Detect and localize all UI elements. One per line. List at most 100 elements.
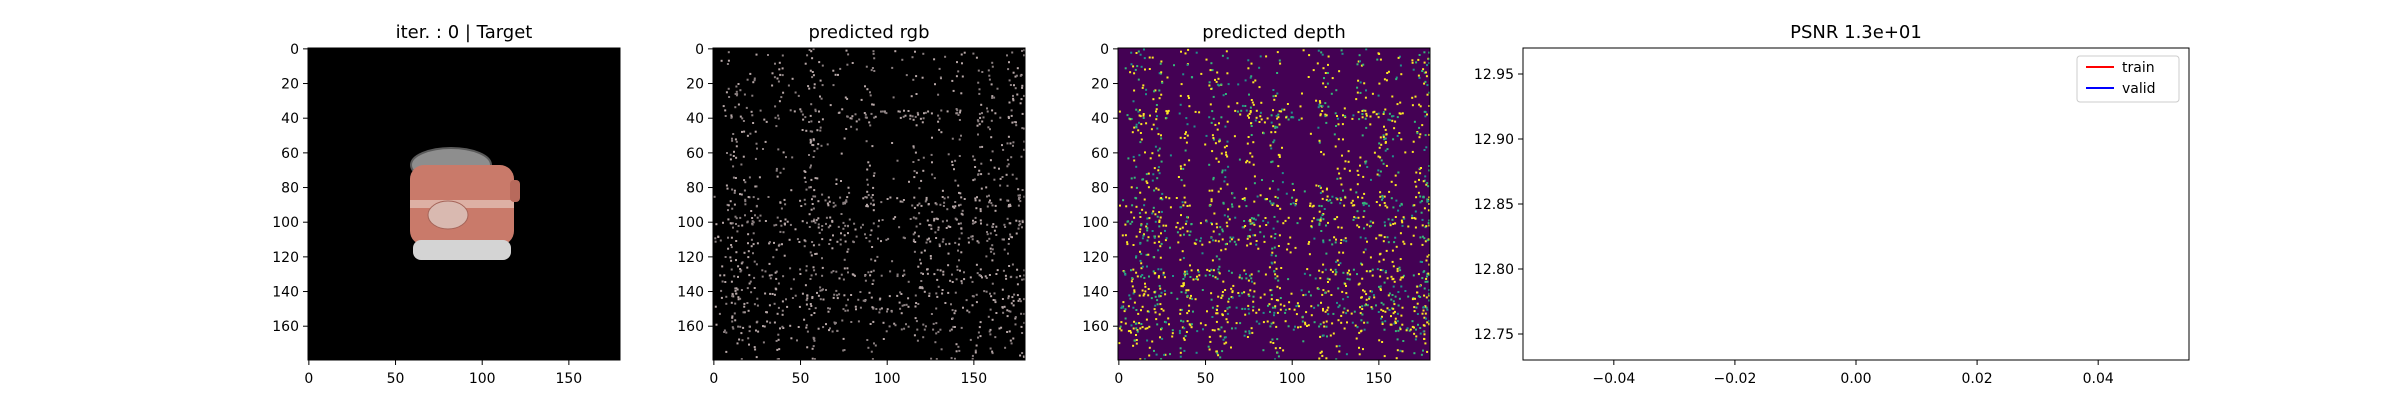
speckle [1158, 89, 1161, 92]
speckle [1238, 205, 1241, 208]
speckle [1354, 216, 1357, 219]
speckle [1148, 310, 1150, 313]
speckle [1159, 295, 1162, 298]
speckle [1215, 320, 1218, 323]
speckle [737, 103, 740, 106]
speckle [954, 357, 956, 360]
speckle [1378, 260, 1381, 263]
speckle [999, 177, 1002, 180]
speckle [1415, 328, 1417, 331]
speckle [1423, 51, 1426, 54]
speckle [1358, 346, 1360, 349]
speckle [1274, 94, 1277, 97]
speckle [1141, 178, 1144, 181]
speckle [1157, 268, 1160, 271]
speckle [1255, 240, 1258, 242]
speckle [977, 120, 980, 123]
speckle [950, 357, 953, 360]
speckle [871, 145, 874, 148]
speckle [1397, 291, 1400, 293]
speckle [1416, 131, 1419, 133]
y-tick-label: 20 [281, 77, 299, 93]
speckle [812, 138, 815, 141]
speckle [1217, 268, 1220, 271]
speckle [1282, 222, 1285, 225]
speckle [1010, 114, 1013, 117]
speckle [966, 309, 969, 312]
speckle [846, 97, 849, 100]
speckle [812, 74, 815, 77]
speckle [1411, 320, 1414, 323]
speckle [810, 178, 813, 181]
speckle [1133, 289, 1136, 292]
speckle [1010, 156, 1013, 159]
speckle [1154, 295, 1157, 298]
speckle [833, 321, 836, 324]
speckle [764, 220, 767, 222]
speckle [976, 240, 979, 243]
speckle [1395, 245, 1398, 248]
speckle [915, 225, 918, 228]
speckle [1210, 292, 1213, 295]
speckle [1414, 210, 1417, 213]
speckle [1226, 312, 1229, 315]
speckle [1394, 295, 1397, 298]
speckle [1346, 296, 1349, 298]
speckle [1396, 134, 1399, 137]
speckle [1368, 297, 1371, 300]
speckle [1008, 204, 1010, 206]
speckle [1281, 108, 1284, 111]
speckle [1313, 237, 1316, 240]
speckle [853, 222, 856, 225]
speckle [1160, 308, 1163, 310]
speckle [872, 320, 875, 323]
speckle [1019, 275, 1022, 278]
speckle [726, 152, 728, 154]
speckle [753, 287, 756, 289]
speckle [735, 292, 738, 295]
speckle [1182, 204, 1185, 207]
speckle [810, 314, 813, 317]
speckle [1267, 304, 1269, 307]
speckle [1280, 267, 1283, 269]
speckle [1295, 198, 1298, 201]
speckle [1346, 271, 1349, 274]
speckle [1143, 204, 1146, 207]
speckle [790, 287, 793, 290]
speckle [1218, 272, 1221, 275]
speckle [1373, 110, 1376, 113]
speckle [865, 140, 868, 143]
speckle [1248, 312, 1251, 315]
speckle [1327, 221, 1329, 224]
speckle [1155, 187, 1158, 190]
speckle [1163, 276, 1166, 279]
speckle [956, 112, 959, 115]
speckle [1009, 142, 1012, 145]
y-tick-label: 40 [686, 111, 704, 127]
speckle [1321, 190, 1324, 193]
speckle [1216, 83, 1219, 86]
speckle [1259, 111, 1262, 114]
speckle [1401, 306, 1404, 309]
speckle [730, 114, 733, 117]
speckle [1216, 128, 1219, 131]
speckle [936, 278, 939, 281]
speckle [1178, 329, 1181, 332]
speckle [1218, 258, 1221, 261]
speckle [1413, 204, 1416, 207]
speckle [1268, 266, 1271, 269]
speckle [1392, 223, 1395, 225]
speckle [791, 297, 794, 299]
speckle [1218, 122, 1220, 125]
speckle [1023, 94, 1026, 97]
speckle [1019, 200, 1022, 203]
speckle [829, 216, 832, 219]
speckle [1322, 67, 1325, 70]
speckle [991, 282, 994, 285]
speckle [1154, 220, 1157, 223]
speckle [811, 347, 814, 350]
speckle [1392, 265, 1395, 268]
speckle [1356, 91, 1359, 94]
speckle [1411, 217, 1414, 220]
speckle [992, 299, 995, 301]
